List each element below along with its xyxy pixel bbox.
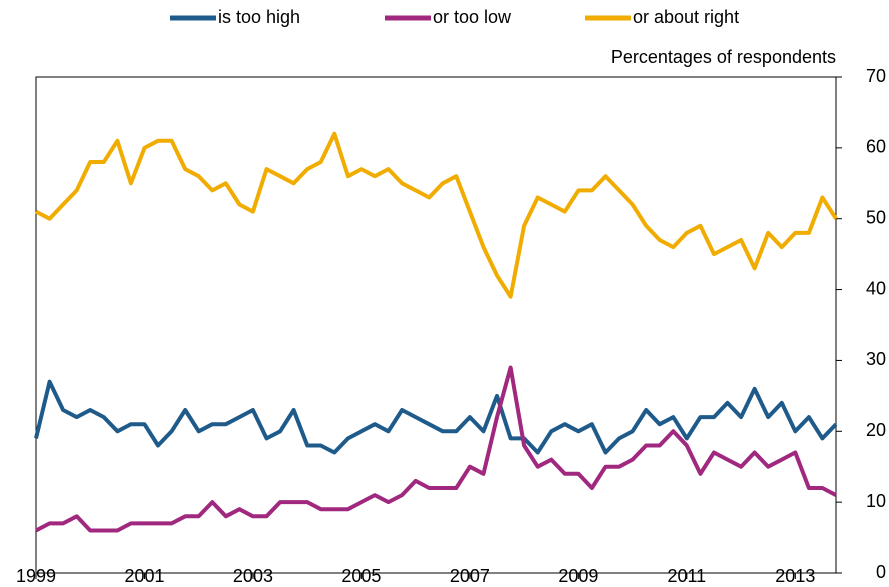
legend-label: or too low (433, 7, 512, 27)
y-tick-label: 50 (866, 207, 886, 227)
series-line (35, 365, 837, 533)
x-tick-label: 2009 (558, 566, 598, 586)
y-axis-label: Percentages of respondents (611, 47, 836, 67)
x-tick-label: 2007 (450, 566, 490, 586)
y-tick-label: 60 (866, 137, 886, 157)
y-tick-label: 20 (866, 420, 886, 440)
y-tick-label: 30 (866, 349, 886, 369)
x-tick-label: 2005 (341, 566, 381, 586)
y-tick-label: 70 (866, 66, 886, 86)
x-tick-label: 1999 (16, 566, 56, 586)
x-tick-label: 2003 (233, 566, 273, 586)
x-tick-label: 2001 (124, 566, 164, 586)
x-tick-label: 2013 (775, 566, 815, 586)
x-tick-label: 2011 (667, 566, 706, 586)
y-tick-label: 40 (866, 278, 886, 298)
y-tick-label: 0 (876, 562, 886, 582)
legend-label: or about right (633, 7, 739, 27)
series-line (34, 379, 838, 455)
series-line (35, 131, 838, 299)
legend-label: is too high (218, 7, 300, 27)
plot-frame (35, 76, 837, 574)
y-tick-label: 10 (866, 491, 886, 511)
